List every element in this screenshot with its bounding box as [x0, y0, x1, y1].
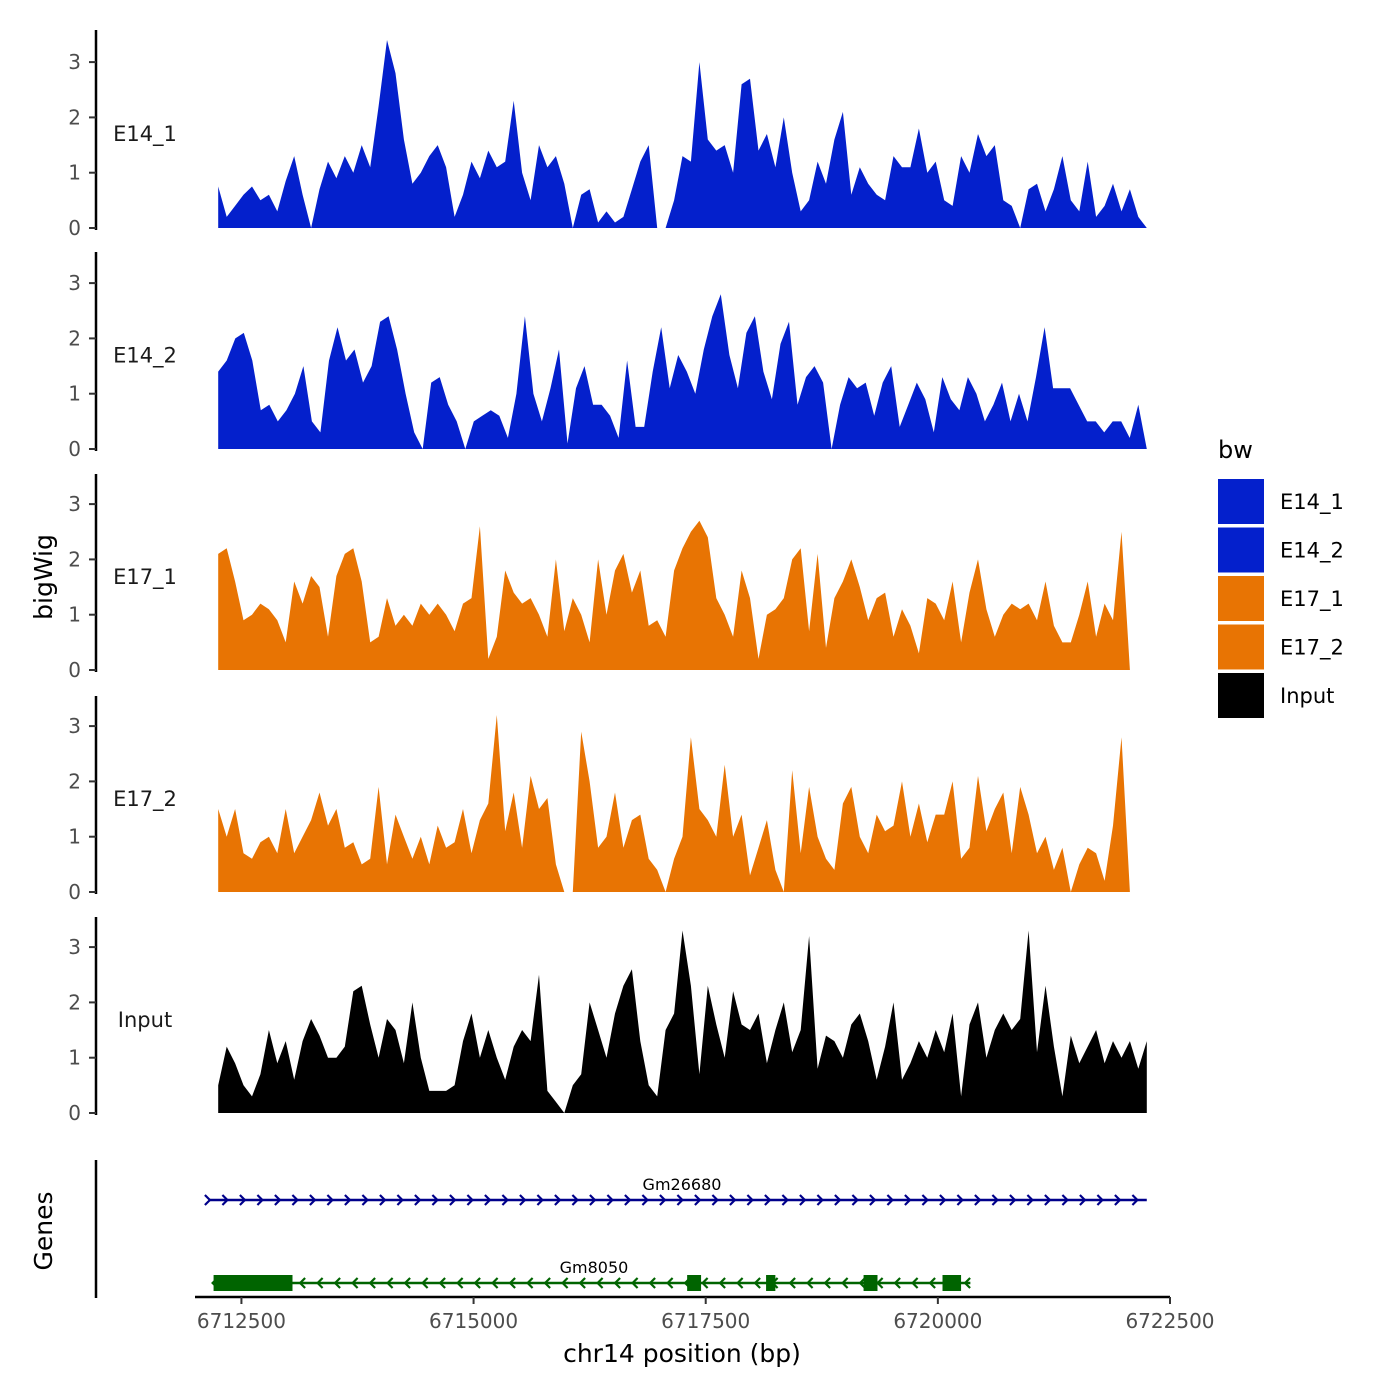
exon	[213, 1275, 293, 1291]
legend-swatch	[1218, 624, 1264, 670]
y-axis-title-bigwig: bigWig	[29, 534, 58, 620]
legend-item-E14_2: E14_2	[1218, 527, 1344, 573]
y-tick-label: 1	[68, 382, 81, 406]
gene-Gm26680: Gm26680	[204, 1175, 1147, 1206]
y-tick-label: 0	[68, 1101, 81, 1125]
x-axis: 6712500 6715000 6717500 6720000 6722500	[195, 1295, 1215, 1333]
y-tick-label: 3	[68, 271, 81, 295]
y-tick-label: 2	[68, 547, 81, 571]
x-tick-label: 6717500	[661, 1309, 750, 1333]
track-E14_2: 0 1 2 3 E14_2	[68, 252, 1147, 461]
y-tick-label: 0	[68, 437, 81, 461]
legend-label: E17_1	[1280, 587, 1344, 612]
y-tick-label: 3	[68, 50, 81, 74]
track-label-E17_2: E17_2	[113, 787, 177, 812]
y-tick-label: 1	[68, 1046, 81, 1070]
y-tick-label: 3	[68, 714, 81, 738]
legend-item-E17_2: E17_2	[1218, 624, 1344, 670]
legend-label: E14_2	[1280, 539, 1344, 564]
y-tick-label: 1	[68, 161, 81, 185]
track-E17_2: 0 1 2 3 E17_2	[68, 696, 1147, 904]
y-tick-label: 1	[68, 603, 81, 627]
y-tick-label: 3	[68, 935, 81, 959]
x-tick-label: 6712500	[197, 1309, 286, 1333]
track-panels: 0 1 2 3 E14_1 0 1 2 3 E14_2 0 1 2 3 E17_1 0 1 2 3 E17_2 0 1 2 3…	[68, 30, 1147, 1125]
legend-item-E14_1: E14_1	[1218, 479, 1344, 524]
area-E14_2	[218, 294, 1147, 449]
exon	[942, 1275, 962, 1291]
legend-title: bw	[1218, 436, 1253, 464]
area-E14_1	[218, 40, 1147, 228]
track-label-Input: Input	[118, 1008, 172, 1032]
y-tick-label: 1	[68, 825, 81, 849]
legend-swatch	[1218, 576, 1264, 621]
y-tick-label: 3	[68, 492, 81, 516]
legend-label: E14_1	[1280, 490, 1344, 515]
x-tick-label: 6722500	[1125, 1309, 1214, 1333]
track-Input: 0 1 2 3 Input	[68, 917, 1147, 1125]
area-Input	[218, 930, 1147, 1113]
strand-arrows	[204, 1194, 1139, 1206]
y-tick-label: 0	[68, 216, 81, 240]
y-tick-label: 0	[68, 880, 81, 904]
gene-Gm8050: Gm8050	[211, 1258, 971, 1291]
track-E17_1: 0 1 2 3 E17_1	[68, 474, 1147, 682]
x-axis-title: chr14 position (bp)	[563, 1339, 801, 1368]
gene-label: Gm8050	[560, 1258, 629, 1277]
track-label-E14_1: E14_1	[113, 122, 177, 147]
exon	[863, 1275, 878, 1291]
track-label-E14_2: E14_2	[113, 344, 177, 369]
track-E14_1: 0 1 2 3 E14_1	[68, 30, 1147, 240]
x-tick-label: 6720000	[893, 1309, 982, 1333]
y-tick-label: 2	[68, 990, 81, 1014]
y-tick-label: 0	[68, 658, 81, 682]
legend-label: Input	[1280, 684, 1334, 708]
gene-label: Gm26680	[643, 1175, 722, 1194]
exon	[766, 1275, 776, 1291]
legend-item-Input: Input	[1218, 673, 1334, 718]
legend-swatch	[1218, 527, 1264, 573]
x-tick-label: 6715000	[429, 1309, 518, 1333]
exon	[687, 1275, 702, 1291]
y-tick-label: 2	[68, 105, 81, 129]
area-E17_2	[218, 715, 1147, 892]
legend-label: E17_2	[1280, 636, 1344, 661]
legend: bw E14_1 E14_2 E17_1 E17_2 Input	[1218, 436, 1344, 718]
legend-swatch	[1218, 673, 1264, 718]
y-tick-label: 2	[68, 326, 81, 350]
gene-panel: Gm26680 Gm8050	[94, 1160, 1147, 1298]
y-tick-label: 2	[68, 769, 81, 793]
legend-swatch	[1218, 479, 1264, 524]
area-E17_1	[218, 520, 1147, 670]
track-label-E17_1: E17_1	[113, 565, 177, 590]
y-axis-title-genes: Genes	[29, 1191, 58, 1270]
legend-item-E17_1: E17_1	[1218, 576, 1344, 621]
